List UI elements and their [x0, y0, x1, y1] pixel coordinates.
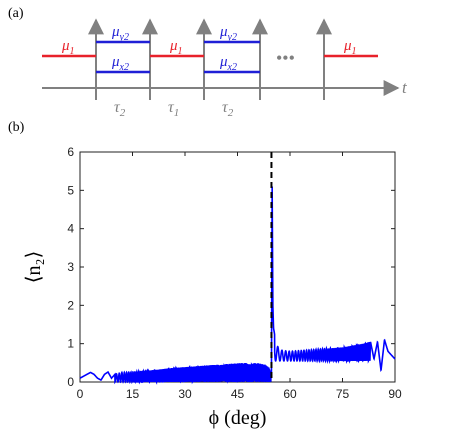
time-axis-label: t — [402, 78, 408, 97]
y-tick-label: 6 — [67, 145, 74, 159]
y-tick-label: 4 — [67, 222, 74, 236]
tau2-label-1: τ2 — [114, 99, 126, 119]
y-axis-label: ⟨n₂⟩ — [23, 251, 45, 284]
mu1-label-2: μ1 — [169, 38, 183, 57]
tau1-label: τ1 — [168, 99, 179, 119]
y-tick-label: 3 — [67, 260, 74, 274]
y-tick-label: 2 — [67, 298, 74, 312]
x-tick-label: 15 — [126, 387, 140, 401]
y-tick-label: 5 — [67, 183, 74, 197]
series-line-n2 — [79, 186, 396, 385]
x-tick-label: 45 — [231, 387, 245, 401]
panel-a-label: (a) — [8, 6, 24, 21]
x-tick-label: 30 — [178, 387, 192, 401]
mu1-label-3: μ1 — [343, 38, 357, 57]
y-tick-label: 1 — [67, 337, 74, 351]
x-axis-label: ϕ (deg) — [209, 407, 267, 429]
mux2-label-1: μx2 — [111, 54, 129, 73]
muy2-label-1: μy2 — [111, 24, 129, 43]
muy2-label-2: μy2 — [219, 24, 237, 43]
x-tick-label: 90 — [388, 387, 402, 401]
mu1-label-1: μ1 — [61, 38, 75, 57]
x-tick-label: 60 — [283, 387, 297, 401]
mux2-label-2: μx2 — [219, 54, 237, 73]
tau2-label-2: τ2 — [222, 99, 234, 119]
pulse-sequence-diagram: t μ1 μ1 μ1 μy2 μx2 μy2 μx2 ••• τ2 τ1 τ2 — [42, 18, 408, 119]
ellipsis-dots: ••• — [276, 48, 295, 68]
x-tick-label: 75 — [336, 387, 350, 401]
panel-b-label: (b) — [8, 120, 25, 135]
y-tick-label: 0 — [67, 375, 74, 389]
x-tick-label: 0 — [77, 387, 84, 401]
